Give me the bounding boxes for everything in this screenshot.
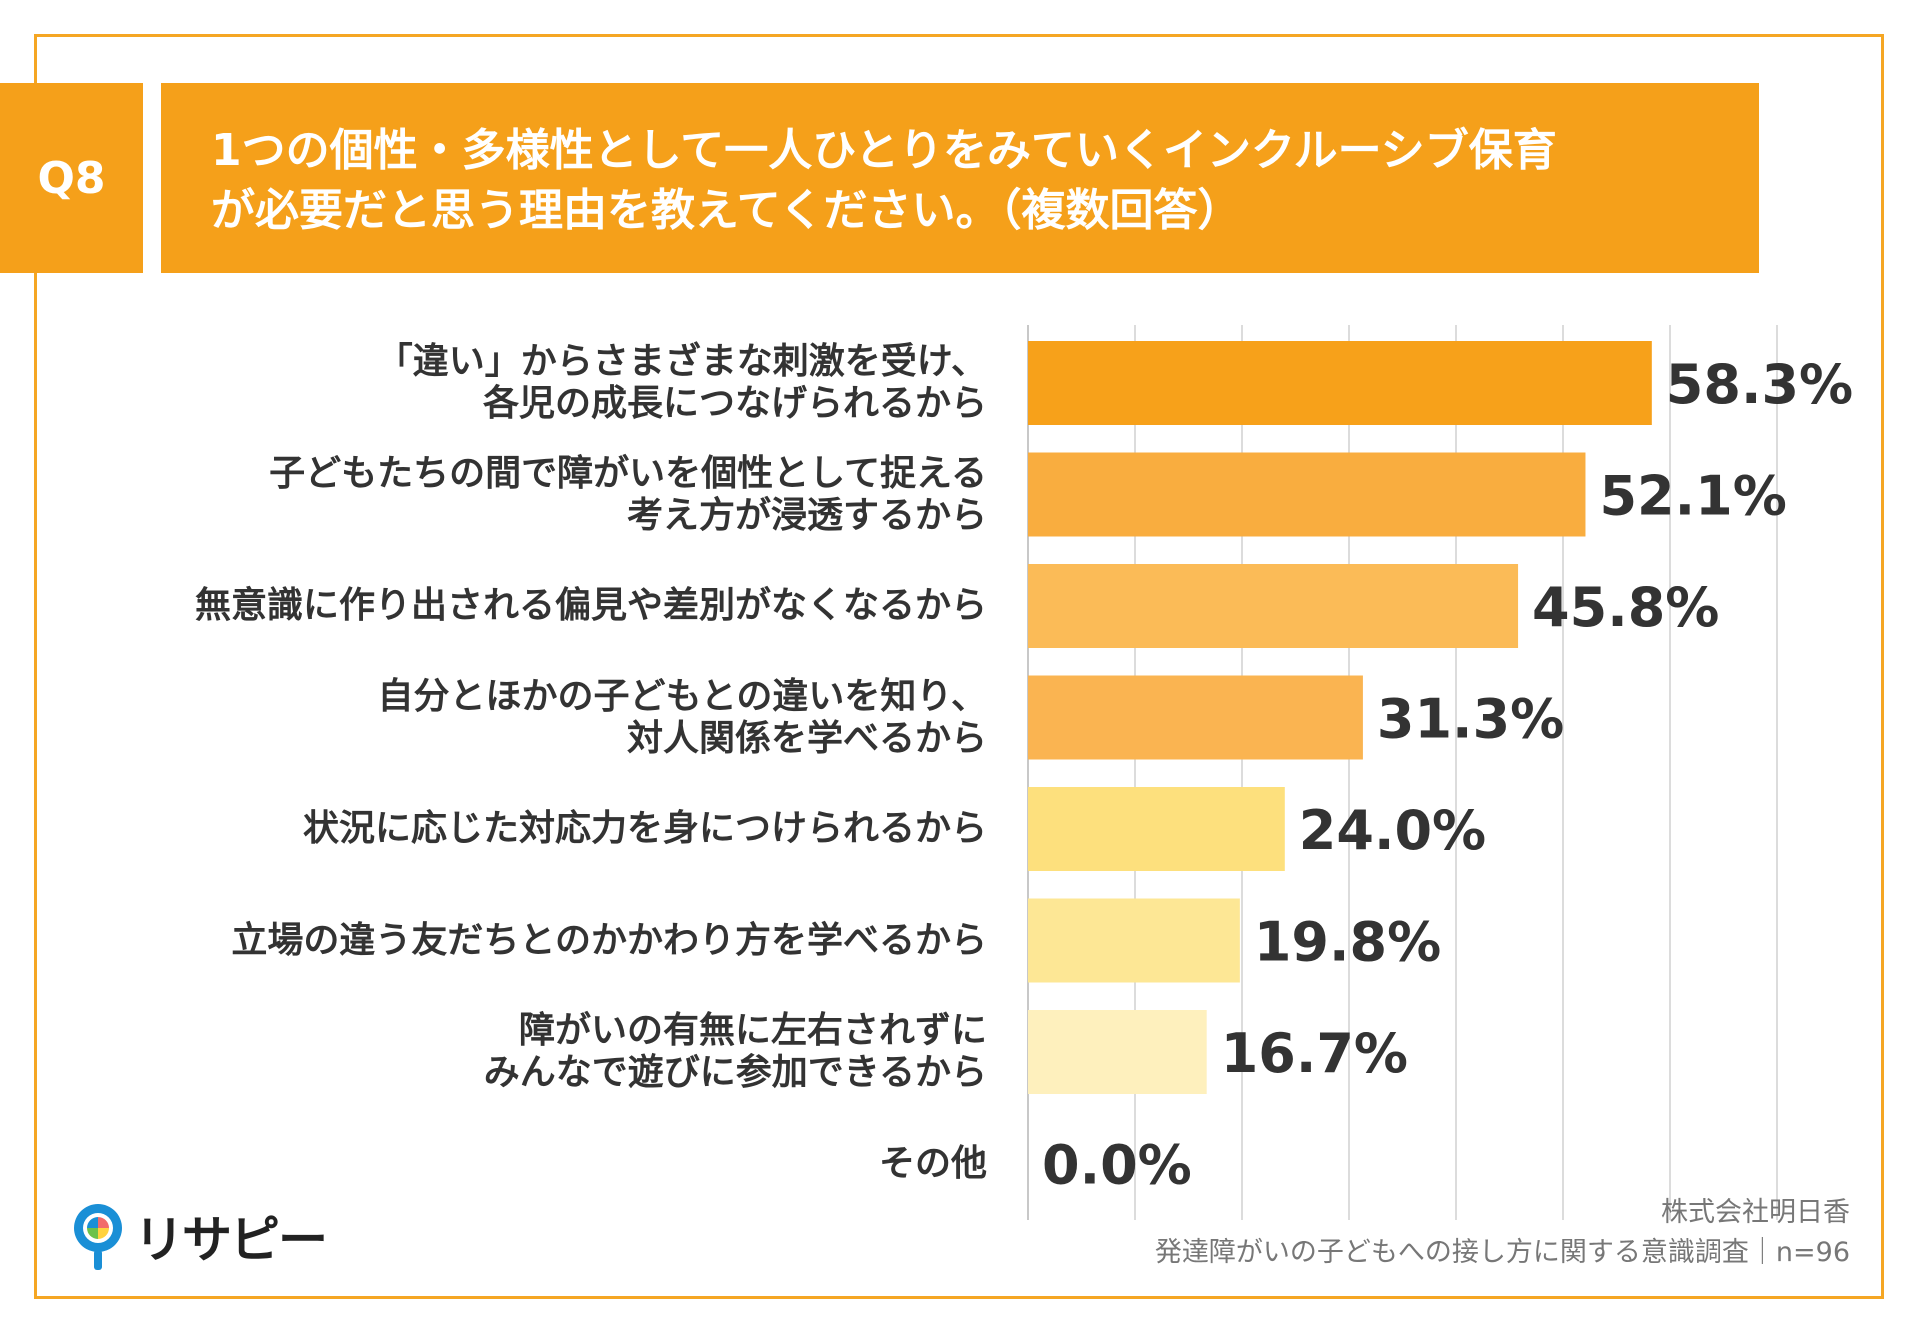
bar [1028, 787, 1285, 871]
logo-text: リサピー [134, 1211, 328, 1269]
chart-frame [34, 34, 1884, 1299]
source-survey: 発達障がいの子どもへの接し方に関する意識調査｜n=96 [1154, 1237, 1850, 1268]
category-label-line: みんなで遊びに参加できるから [483, 1052, 987, 1093]
category-label: 自分とほかの子どもとの違いを知り、 対人関係を学べるから [27, 676, 987, 760]
category-label-line: 各児の成長につなげられるから [482, 383, 987, 424]
data-label: 31.3% [1377, 688, 1564, 751]
question-title-line-1: 1つの個性・多様性として一人ひとりをみていくインクルーシブ保育 [211, 125, 1557, 176]
category-label-line: その他 [878, 1142, 987, 1184]
category-label-line: 立場の違う友だちとのかかわり方を学べるから [231, 919, 987, 961]
data-label: 24.0% [1299, 799, 1486, 862]
category-label-line: 障がいの有無に左右されずに [518, 1010, 987, 1051]
bar [1028, 564, 1519, 648]
category-label-line: 「違い」からさまざまな刺激を受け、 [376, 341, 987, 382]
category-label-line: 状況に応じた対応力を身につけられるから [302, 808, 987, 849]
category-label: 「違い」からさまざまな刺激を受け、 各児の成長につなげられるから [27, 341, 987, 425]
category-label: 無意識に作り出される偏見や差別がなくなるから [27, 564, 987, 648]
data-label: 19.8% [1254, 911, 1441, 974]
source-note: 株式会社明日香 発達障がいの子どもへの接し方に関する意識調査｜n=96 [1155, 1193, 1850, 1273]
category-label: 障がいの有無に左右されずに みんなで遊びに参加できるから [27, 1010, 987, 1094]
question-title: 1つの個性・多様性として一人ひとりをみていくインクルーシブ保育 が必要だと思う理… [161, 83, 1759, 273]
category-label: その他 [27, 1122, 987, 1206]
data-label: 45.8% [1532, 576, 1719, 639]
category-label-line: 無意識に作り出される偏見や差別がなくなるから [194, 585, 987, 626]
category-label-line: 自分とほかの子どもとの違いを知り、 [377, 675, 987, 717]
question-number: Q8 [37, 152, 106, 204]
data-label: 58.3% [1666, 353, 1853, 416]
data-label: 0.0% [1042, 1134, 1192, 1197]
category-label: 子どもたちの間で障がいを個性として捉える 考え方が浸透するから [27, 453, 987, 537]
logo-pin-icon [74, 1204, 122, 1270]
bar [1028, 1010, 1207, 1094]
bar [1028, 675, 1363, 760]
bar [1028, 898, 1240, 983]
data-label: 52.1% [1599, 465, 1786, 528]
category-label: 立場の違う友だちとのかかわり方を学べるから [27, 899, 987, 983]
category-label-line: 考え方が浸透するから [626, 494, 987, 536]
category-label-line: 対人関係を学べるから [626, 717, 987, 759]
question-title-line-2: が必要だと思う理由を教えてください。（複数回答） [211, 185, 1242, 236]
brand-logo: リサピー [70, 1200, 328, 1272]
category-label-line: 子どもたちの間で障がいを個性として捉える [269, 452, 987, 494]
question-badge: Q8 [0, 83, 143, 273]
data-label: 16.7% [1221, 1022, 1408, 1085]
category-label: 状況に応じた対応力を身につけられるから [27, 787, 987, 871]
bar [1028, 452, 1586, 537]
source-company: 株式会社明日香 [1661, 1197, 1850, 1228]
bar [1028, 341, 1652, 425]
